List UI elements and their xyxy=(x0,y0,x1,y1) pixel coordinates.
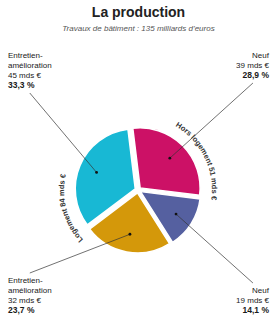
percentage-label: 28,9 % xyxy=(243,70,270,80)
plot-area xyxy=(75,128,200,253)
value-label: 32 mds € xyxy=(8,296,41,305)
annotation-text: Logement 84 mds € xyxy=(57,172,85,244)
chart: La production Travaux de bâtiment : 135 m… xyxy=(0,0,277,323)
category-label: Neuf xyxy=(252,51,270,60)
title: La production xyxy=(92,4,185,20)
leader-dot xyxy=(168,157,171,160)
category-label: Entretien- xyxy=(8,51,43,60)
value-label: 45 mds € xyxy=(8,71,41,80)
category-label: Neuf xyxy=(252,286,270,295)
annotation: Logement 84 mds € xyxy=(57,172,85,244)
slice-label: Neuf39 mds €28,9 % xyxy=(236,51,270,80)
subtitle: Travaux de bâtiment : 135 milliards d’eu… xyxy=(62,24,214,33)
leader-dot xyxy=(175,213,178,216)
leader-line xyxy=(30,234,130,273)
percentage-label: 33,3 % xyxy=(8,80,35,90)
leader-dot xyxy=(129,233,132,236)
leader-line xyxy=(170,83,253,158)
category-label: amélioration xyxy=(8,286,52,295)
leader-line xyxy=(176,214,253,283)
pie-slice xyxy=(75,129,135,225)
leader-lines xyxy=(30,83,253,283)
value-label: 19 mds € xyxy=(236,296,269,305)
leader-line xyxy=(30,93,97,172)
category-label: Entretien- xyxy=(8,276,43,285)
slice-label: Neuf19 mds €14,1 % xyxy=(236,286,270,315)
annotation-text: Hors logement 51 mds € xyxy=(174,120,219,201)
percentage-label: 23,7 % xyxy=(8,305,35,315)
percentage-label: 14,1 % xyxy=(243,305,270,315)
leader-dot xyxy=(95,171,98,174)
slice-label: Entretien-amélioration32 mds €23,7 % xyxy=(8,276,52,315)
annotations: Logement 84 mds € Hors logement 51 mds € xyxy=(57,120,219,259)
slice-label: Entretien-amélioration45 mds €33,3 % xyxy=(8,51,52,90)
category-label: amélioration xyxy=(8,61,52,70)
pie xyxy=(75,128,200,253)
value-label: 39 mds € xyxy=(236,61,269,70)
annotation: Hors logement 51 mds € xyxy=(174,120,219,201)
